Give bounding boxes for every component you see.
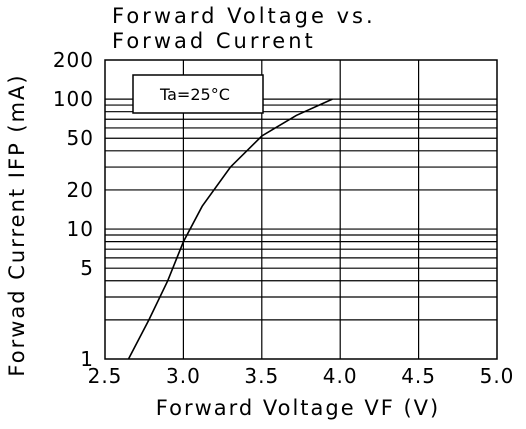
x-tick-label: 5.0	[480, 364, 515, 388]
y-tick-label: 50	[67, 126, 94, 150]
x-axis-label: Forward Voltage VF (V)	[156, 396, 440, 420]
x-tick-label: 3.0	[166, 364, 201, 388]
y-axis-label: Forwad Current IFP (mA)	[5, 73, 29, 376]
x-tick-label: 4.0	[323, 364, 358, 388]
chart-title-line-1: Forward Voltage vs.	[112, 4, 376, 28]
y-tick-label: 200	[53, 48, 94, 72]
x-tick-labels: 2.5 3.0 3.5 4.0 4.5 5.0	[88, 364, 515, 388]
chart-title: Forward Voltage vs. Forwad Current	[112, 4, 376, 53]
y-tick-label: 10	[67, 217, 94, 241]
y-tick-labels: 1 5 10 20 50 100 200	[53, 48, 94, 371]
y-tick-label: 1	[80, 347, 94, 371]
y-tick-label: 100	[53, 87, 94, 111]
annotation-label: Ta=25°C	[159, 85, 230, 104]
y-tick-label: 5	[80, 256, 94, 280]
x-tick-label: 3.5	[244, 364, 279, 388]
annotation-box: Ta=25°C	[133, 75, 263, 113]
y-tick-label: 20	[67, 178, 94, 202]
x-tick-label: 4.5	[401, 364, 436, 388]
chart-title-line-2: Forwad Current	[112, 29, 316, 53]
